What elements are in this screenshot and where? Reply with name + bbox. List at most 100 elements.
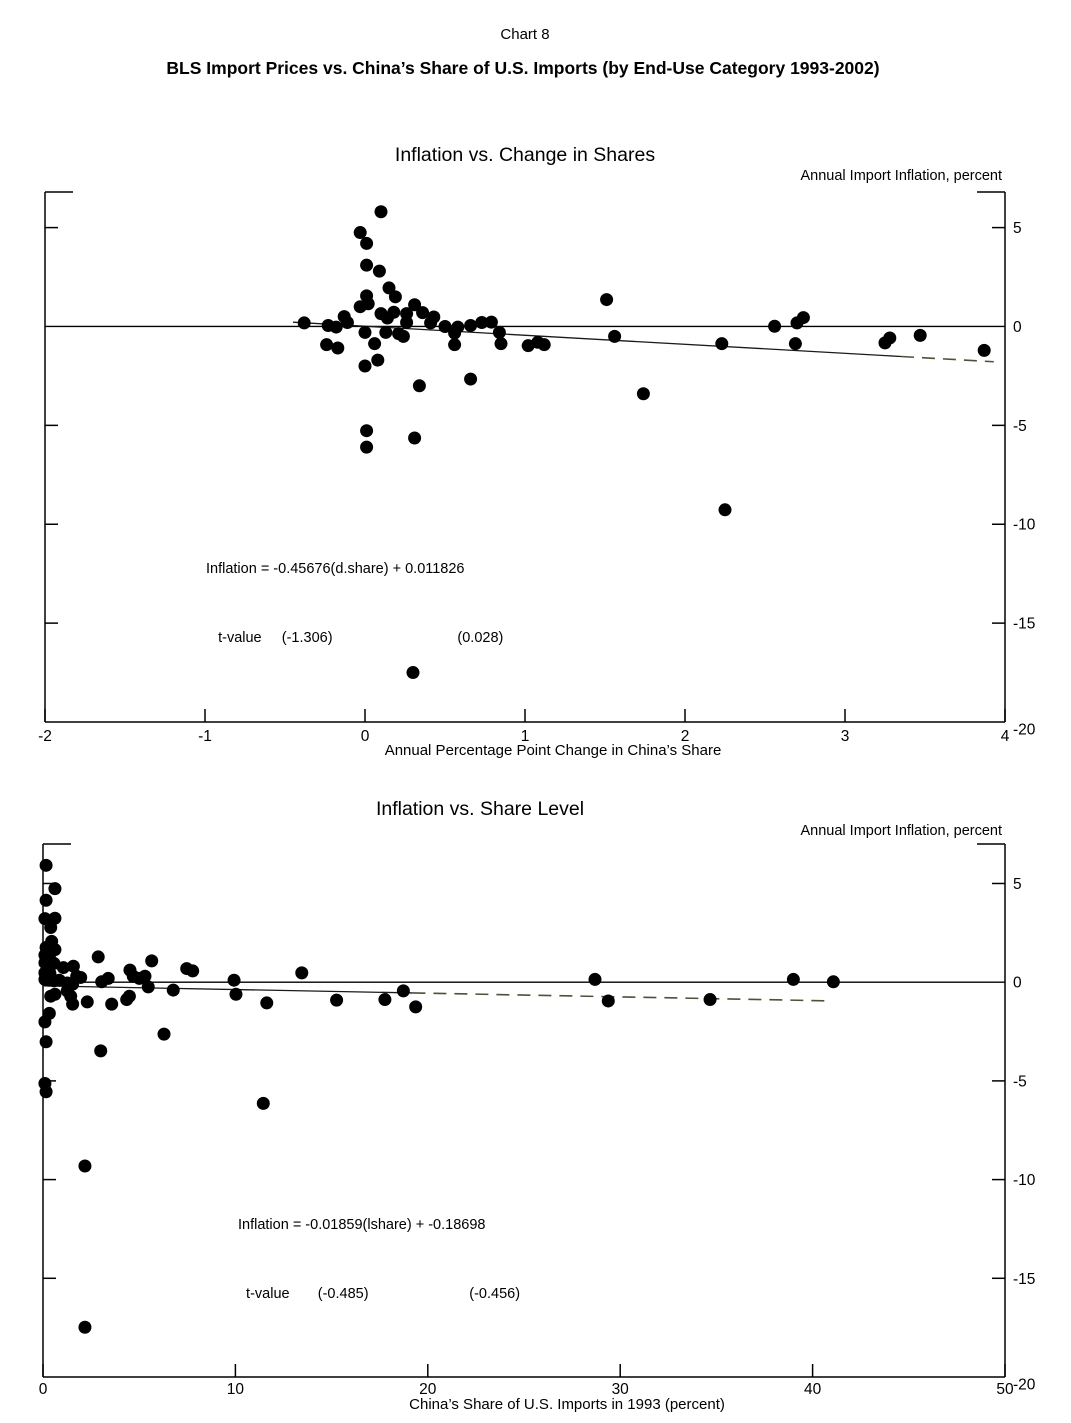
chart1-data-point xyxy=(379,325,393,339)
chart2-x-tick-label: 40 xyxy=(804,1381,822,1398)
chart1-x-axis-title: Annual Percentage Point Change in China’… xyxy=(384,742,722,759)
chart1-data-point xyxy=(715,337,729,351)
chart2-data-point xyxy=(44,989,58,1003)
chart2-data-point xyxy=(186,964,200,978)
chart2-x-tick-label: 10 xyxy=(227,1381,245,1398)
chart2-data-point xyxy=(157,1027,171,1041)
chart2-x-tick-label: 20 xyxy=(419,1381,437,1398)
chart-number-label: Chart 8 xyxy=(500,26,550,43)
chart1-y-tick-label: -10 xyxy=(1013,517,1036,534)
chart1-data-point xyxy=(360,258,374,272)
chart1-data-point xyxy=(913,328,927,342)
chart1-x-tick-label: 1 xyxy=(521,728,530,745)
chart2-data-point xyxy=(56,961,70,975)
chart2-data-point xyxy=(39,1035,53,1049)
chart1-y-tick-label: -5 xyxy=(1013,418,1027,435)
chart2-regression-tvalues: t-value (-0.485) (-0.456) xyxy=(238,1286,521,1302)
chart2-data-point xyxy=(396,984,410,998)
chart1-data-point xyxy=(977,343,991,357)
chart2-y-tick-label: 5 xyxy=(1013,876,1022,893)
chart1-data-point xyxy=(358,359,372,373)
chart1-y-tick-label: -20 xyxy=(1013,722,1036,739)
chart1-regression-dashed xyxy=(900,355,994,363)
chart2-regression-equation: Inflation = -0.01859(lshare) + -0.18698 xyxy=(238,1217,486,1233)
chart1-data-point xyxy=(387,305,401,319)
chart2-data-point xyxy=(409,1000,423,1014)
chart1-data-point xyxy=(600,293,614,307)
chart1-data-point xyxy=(297,316,311,330)
chart1-data-point xyxy=(408,431,422,445)
chart2-y-tick-label: -20 xyxy=(1013,1377,1036,1394)
chart1-data-point xyxy=(372,264,386,278)
chart2-data-point xyxy=(378,993,392,1007)
chart1-data-point xyxy=(448,338,462,352)
chart2-data-point xyxy=(66,997,80,1011)
chart1-y-tick-label: -15 xyxy=(1013,616,1035,633)
chart2-x-tick-label: 50 xyxy=(996,1381,1014,1398)
chart1-data-point xyxy=(358,325,372,339)
chart2-data-point xyxy=(256,1096,270,1110)
chart1-data-point xyxy=(360,424,374,438)
chart2-data-point xyxy=(94,1044,108,1058)
chart2-data-point xyxy=(80,995,94,1009)
chart1-data-point xyxy=(371,353,385,367)
chart1-data-point xyxy=(416,306,430,320)
chart1-data-point xyxy=(424,316,438,330)
chart2-data-point xyxy=(122,989,136,1003)
chart1-x-tick-label: -1 xyxy=(198,728,212,745)
chart2-data-point xyxy=(138,969,152,983)
chart1-data-point xyxy=(768,319,782,333)
chart1-data-point xyxy=(608,329,622,343)
chart2-data-point xyxy=(91,950,105,964)
chart2-data-point xyxy=(145,954,159,968)
chart1-x-tick-label: 2 xyxy=(681,728,690,745)
chart1-data-point xyxy=(388,290,402,304)
chart2-data-point xyxy=(166,983,180,997)
chart2-data-point xyxy=(141,980,155,994)
chart2-data-point xyxy=(39,858,53,872)
chart1-x-tick-label: 4 xyxy=(1001,728,1010,745)
chart2-data-point xyxy=(48,882,62,896)
chart1-regression-equation: Inflation = -0.45676(d.share) + 0.011826 xyxy=(206,561,465,577)
chart1-data-point xyxy=(331,341,345,355)
chart1-data-point xyxy=(406,666,420,680)
chart1-data-point xyxy=(360,236,374,250)
chart2-x-tick-label: 30 xyxy=(612,1381,630,1398)
chart2-data-point xyxy=(260,996,274,1010)
chart2-data-point xyxy=(588,972,602,986)
chart1-data-point xyxy=(464,372,478,386)
page-title: BLS Import Prices vs. China’s Share of U… xyxy=(166,58,880,78)
chart1-data-point xyxy=(320,338,334,352)
chart1-x-tick-label: 0 xyxy=(361,728,370,745)
chart2-data-point xyxy=(826,975,840,989)
chart1-data-point xyxy=(718,503,732,517)
chart1-y-axis-caption: Annual Import Inflation, percent xyxy=(800,168,1002,184)
chart2-data-point xyxy=(229,987,243,1001)
chart2-data-point xyxy=(330,993,344,1007)
chart2-regression-dashed xyxy=(412,992,832,1002)
chart1-data-point xyxy=(400,307,414,321)
chart2-data-point xyxy=(601,994,615,1008)
chart2-y-tick-label: -15 xyxy=(1013,1271,1035,1288)
chart1-data-point xyxy=(340,316,354,330)
chart2-data-point xyxy=(39,893,53,907)
chart1-data-point xyxy=(438,319,452,333)
chart1-data-point xyxy=(329,320,343,334)
chart2-y-tick-label: 0 xyxy=(1013,975,1022,992)
chart1-data-point xyxy=(464,318,478,332)
chart1-y-tick-label: 5 xyxy=(1013,220,1022,237)
chart2-data-point xyxy=(227,973,241,987)
chart1-regression-tvalues: t-value (-1.306) (0.028) xyxy=(206,630,504,646)
chart2-data-point xyxy=(101,971,115,985)
chart1-data-point xyxy=(353,300,367,314)
chart1-x-tick-label: 3 xyxy=(841,728,850,745)
chart1-data-point xyxy=(883,331,897,345)
chart1-data-point xyxy=(636,387,650,401)
chart2-x-axis-title: China’s Share of U.S. Imports in 1993 (p… xyxy=(409,1396,725,1413)
chart2-data-point xyxy=(703,993,717,1007)
chart2-data-point xyxy=(78,1159,92,1173)
chart1-data-point xyxy=(475,316,489,330)
chart1-data-point xyxy=(796,311,810,325)
